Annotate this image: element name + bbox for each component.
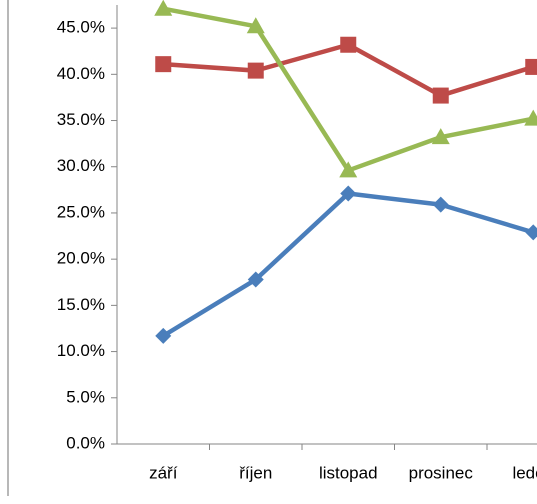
triangle-marker (431, 128, 450, 145)
series-line (162, 191, 534, 338)
y-tick-label: 10.0% (57, 341, 105, 360)
y-tick-label: 20.0% (57, 249, 105, 268)
triangle-marker (154, 0, 173, 16)
triangle-marker (339, 161, 358, 178)
square-marker (155, 56, 172, 73)
square-marker (432, 87, 449, 104)
diamond-marker (525, 224, 537, 241)
diamond-marker (247, 271, 264, 288)
square-marker (525, 58, 537, 75)
y-tick-label: 0.0% (66, 433, 105, 452)
square-marker (247, 62, 264, 79)
x-tick-label: říjen (239, 463, 272, 482)
x-tick-label: listopad (319, 463, 378, 482)
triangle-marker (524, 109, 537, 126)
triangle-marker (246, 17, 265, 34)
x-tick-label: leden (512, 463, 537, 482)
x-tick-label: září (149, 463, 178, 482)
diamond-marker (155, 327, 172, 344)
y-tick-label: 45.0% (57, 18, 105, 37)
y-tick-label: 30.0% (57, 156, 105, 175)
y-tick-label: 5.0% (66, 387, 105, 406)
diamond-marker (432, 196, 449, 213)
y-tick-label: 25.0% (57, 202, 105, 221)
series-line (162, 6, 534, 173)
square-marker (340, 36, 357, 53)
x-tick-label: prosinec (409, 463, 474, 482)
y-tick-label: 40.0% (57, 64, 105, 83)
y-tick-label: 15.0% (57, 295, 105, 314)
diamond-marker (340, 185, 357, 202)
y-tick-label: 35.0% (57, 110, 105, 129)
